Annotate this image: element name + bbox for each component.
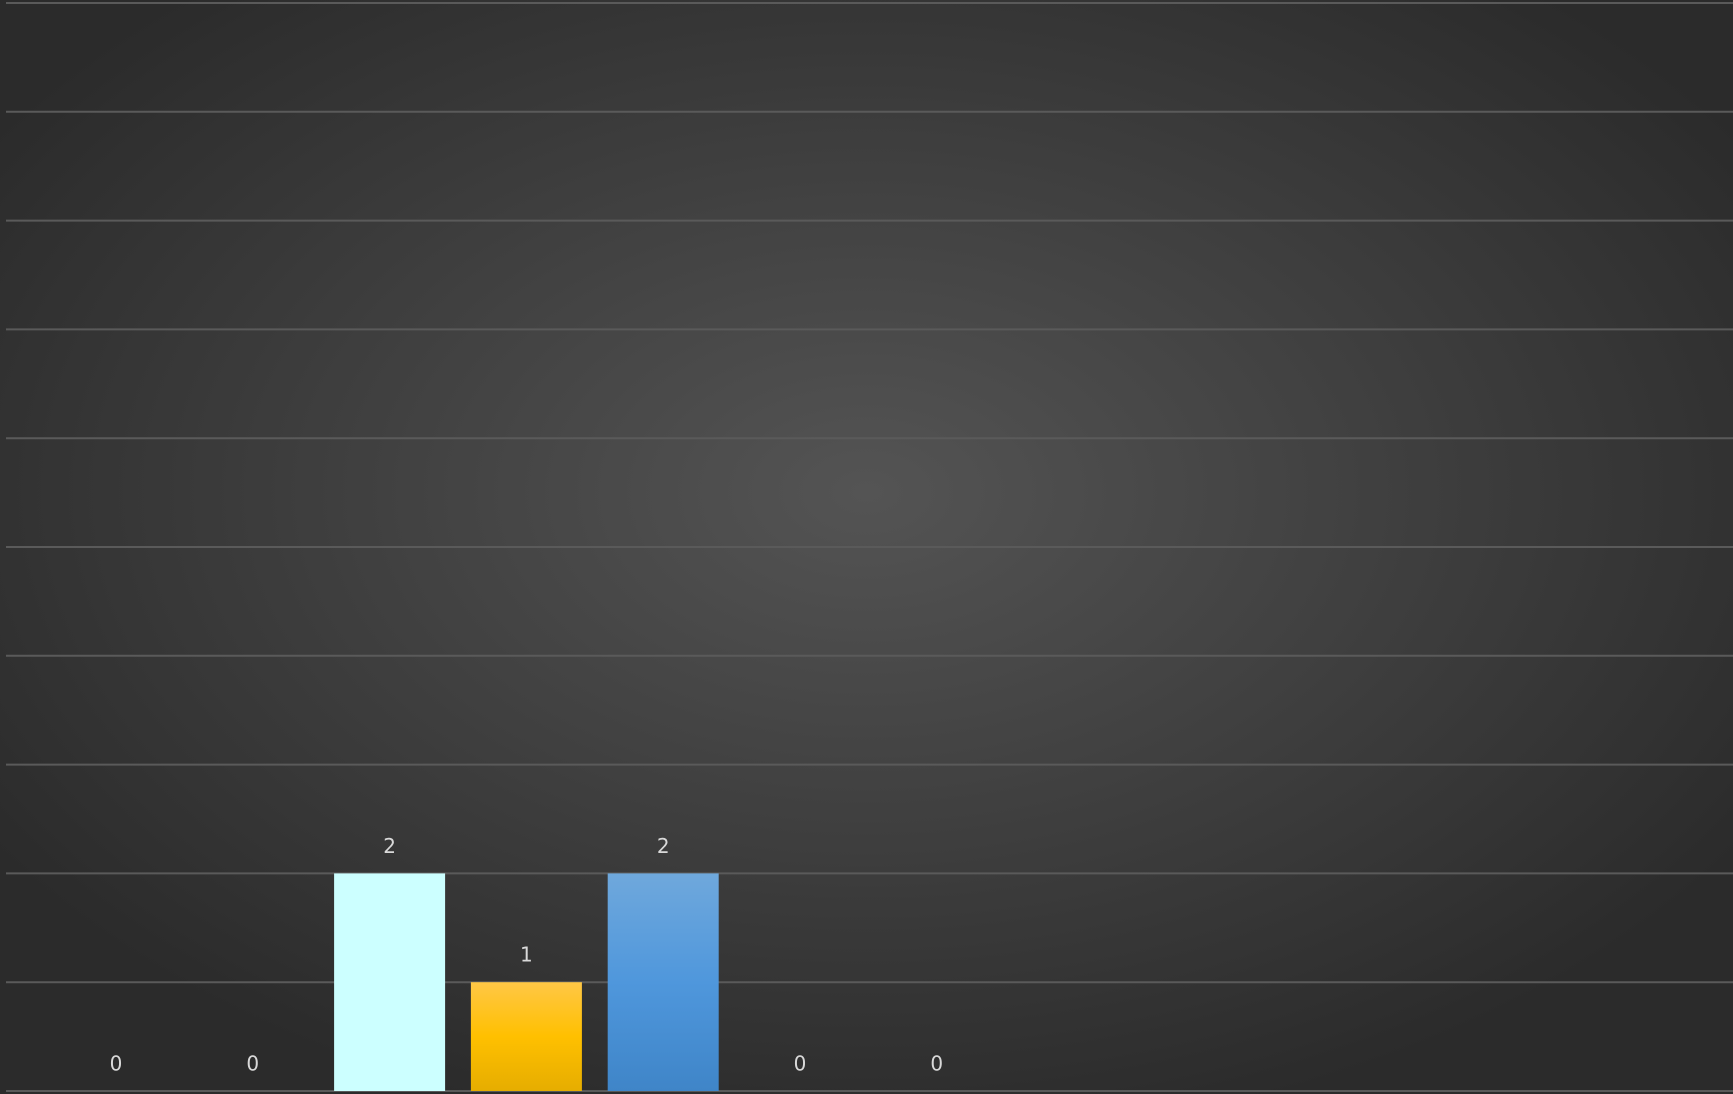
data-label: 2 <box>657 834 670 858</box>
data-label: 1 <box>520 943 533 967</box>
data-label: 0 <box>930 1052 943 1076</box>
bar <box>607 873 719 1091</box>
data-label: 0 <box>110 1052 123 1076</box>
bar <box>334 873 446 1091</box>
bar <box>470 982 582 1091</box>
data-label: 0 <box>246 1052 259 1076</box>
data-label: 2 <box>383 834 396 858</box>
data-label: 0 <box>794 1052 807 1076</box>
